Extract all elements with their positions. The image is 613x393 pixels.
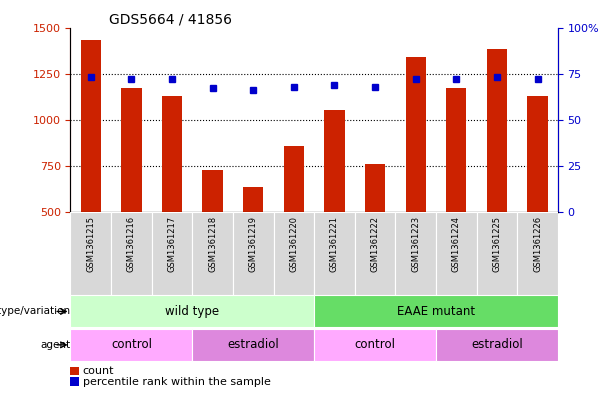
Bar <box>436 212 477 295</box>
Bar <box>355 212 395 295</box>
Bar <box>314 329 436 361</box>
Bar <box>152 212 192 295</box>
Bar <box>202 170 223 212</box>
Text: control: control <box>111 338 152 351</box>
Text: GSM1361220: GSM1361220 <box>289 217 299 272</box>
Text: GSM1361218: GSM1361218 <box>208 217 217 272</box>
Bar <box>436 329 558 361</box>
Text: estradiol: estradiol <box>227 338 279 351</box>
Text: GSM1361215: GSM1361215 <box>86 217 95 272</box>
Bar <box>273 212 314 295</box>
Bar <box>395 212 436 295</box>
Text: GSM1361219: GSM1361219 <box>249 217 257 272</box>
Bar <box>284 146 304 212</box>
Bar <box>527 96 547 212</box>
Bar <box>446 88 466 212</box>
Bar <box>314 212 355 295</box>
Bar <box>121 88 142 212</box>
Text: GSM1361225: GSM1361225 <box>492 217 501 272</box>
Bar <box>477 212 517 295</box>
Text: GSM1361222: GSM1361222 <box>371 217 379 272</box>
Bar <box>406 57 426 212</box>
Bar <box>243 187 264 212</box>
Text: GSM1361221: GSM1361221 <box>330 217 339 272</box>
Bar <box>111 212 151 295</box>
Bar <box>192 212 233 295</box>
Bar <box>314 296 558 327</box>
Bar <box>70 212 111 295</box>
Text: GSM1361216: GSM1361216 <box>127 217 136 272</box>
Text: GSM1361224: GSM1361224 <box>452 217 461 272</box>
Text: percentile rank within the sample: percentile rank within the sample <box>83 376 270 387</box>
Bar <box>192 329 314 361</box>
Text: EAAE mutant: EAAE mutant <box>397 305 475 318</box>
Bar <box>70 296 314 327</box>
Text: GDS5664 / 41856: GDS5664 / 41856 <box>110 12 232 26</box>
Bar <box>233 212 273 295</box>
Bar <box>324 110 345 212</box>
Text: wild type: wild type <box>166 305 219 318</box>
Bar <box>365 164 385 212</box>
Text: GSM1361226: GSM1361226 <box>533 217 542 272</box>
Text: count: count <box>83 366 114 376</box>
Text: GSM1361217: GSM1361217 <box>167 217 177 272</box>
Bar <box>487 49 507 212</box>
Text: genotype/variation: genotype/variation <box>0 307 70 316</box>
Bar <box>162 96 182 212</box>
Bar <box>70 329 192 361</box>
Text: estradiol: estradiol <box>471 338 523 351</box>
Text: control: control <box>354 338 395 351</box>
Text: GSM1361223: GSM1361223 <box>411 217 420 272</box>
Text: agent: agent <box>40 340 70 350</box>
Bar <box>517 212 558 295</box>
Bar <box>81 40 101 212</box>
